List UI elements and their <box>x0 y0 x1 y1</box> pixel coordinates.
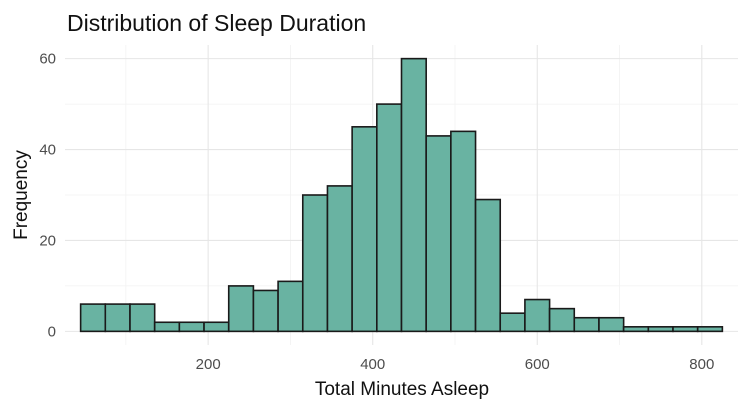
histogram-bar <box>104 303 131 333</box>
x-tick-label: 400 <box>360 356 385 373</box>
histogram-bar <box>647 326 674 333</box>
x-tick-label: 600 <box>525 356 550 373</box>
histogram-bar <box>252 289 279 333</box>
histogram-bar <box>178 321 205 333</box>
x-axis-label: Total Minutes Asleep <box>315 379 489 400</box>
histogram-bar <box>277 280 304 333</box>
histogram-bar <box>474 198 502 333</box>
x-tick-label: 800 <box>689 356 714 373</box>
x-tick-label: 200 <box>196 356 221 373</box>
histogram-bar <box>499 312 526 333</box>
histogram-bar <box>351 126 378 333</box>
y-axis-ticks: 0 20 40 60 <box>39 51 56 341</box>
histogram-bar <box>573 316 600 333</box>
histogram-bar <box>598 316 625 333</box>
x-axis-ticks: 200 400 600 800 <box>196 356 715 373</box>
histogram-bar <box>153 321 181 333</box>
y-tick-label: 60 <box>39 51 56 68</box>
histogram-bar <box>425 135 452 333</box>
y-axis-label: Frequency <box>11 150 32 240</box>
y-tick-label: 20 <box>39 232 56 249</box>
histogram-bar <box>400 57 427 333</box>
histogram-bar <box>450 130 477 333</box>
chart-title: Distribution of Sleep Duration <box>67 10 366 36</box>
histogram-bar <box>548 307 576 333</box>
histogram-bar <box>672 326 699 333</box>
y-tick-label: 0 <box>48 323 56 340</box>
histogram-bar <box>696 326 724 333</box>
y-tick-label: 40 <box>39 142 56 159</box>
histogram-bar <box>129 303 156 333</box>
histogram-bar <box>524 298 551 333</box>
histogram-bar <box>622 326 650 333</box>
histogram-bar <box>79 303 107 333</box>
histogram-bar <box>203 321 230 333</box>
histogram-bar <box>227 285 255 333</box>
bars <box>79 57 724 333</box>
histogram-bar <box>326 185 353 333</box>
histogram-bar <box>301 194 329 333</box>
histogram-bar <box>376 103 403 333</box>
